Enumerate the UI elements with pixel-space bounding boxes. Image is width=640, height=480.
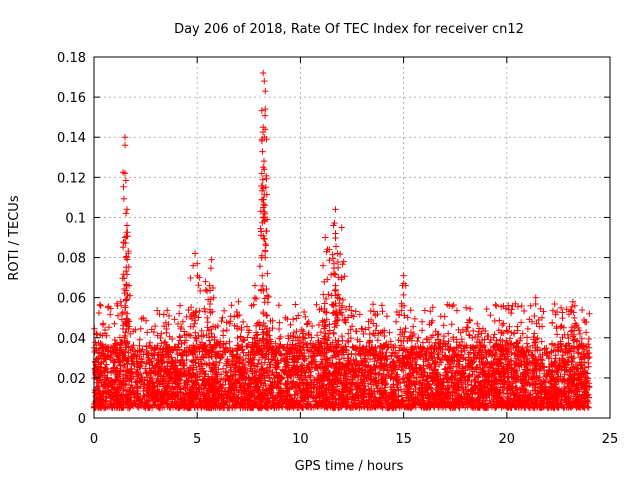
- roti-plus-markers: [90, 69, 593, 412]
- plot-frame: [93, 56, 611, 419]
- axis-ticks: 0 0.02 0.04 0.06 0.08 0.1 0.12 0.14 0.16 0.18 0 5 10…: [57, 51, 618, 447]
- y-tick-label: 0.18: [57, 51, 86, 66]
- x-axis-label: GPS time / hours: [295, 459, 404, 474]
- y-tick-label: 0.16: [57, 91, 86, 106]
- y-tick-label: 0.04: [57, 332, 86, 347]
- x-tick-label: 25: [602, 432, 619, 447]
- y-tick-label: 0.02: [57, 372, 86, 387]
- y-axis-label: ROTI / TECUs: [7, 195, 22, 280]
- y-tick-label: 0: [78, 412, 86, 427]
- y-tick-label: 0.14: [57, 131, 86, 146]
- x-tick-label: 5: [193, 432, 201, 447]
- x-tick-label: 0: [90, 432, 98, 447]
- chart-title: Day 206 of 2018, Rate Of TEC Index for r…: [174, 22, 524, 37]
- y-tick-label: 0.08: [57, 252, 86, 267]
- y-tick-label: 0.12: [57, 171, 86, 186]
- data-points: [90, 69, 593, 412]
- x-tick-label: 15: [395, 432, 412, 447]
- x-tick-label: 20: [499, 432, 516, 447]
- y-tick-label: 0.1: [65, 211, 86, 226]
- y-tick-label: 0.06: [57, 292, 86, 307]
- x-tick-label: 10: [292, 432, 309, 447]
